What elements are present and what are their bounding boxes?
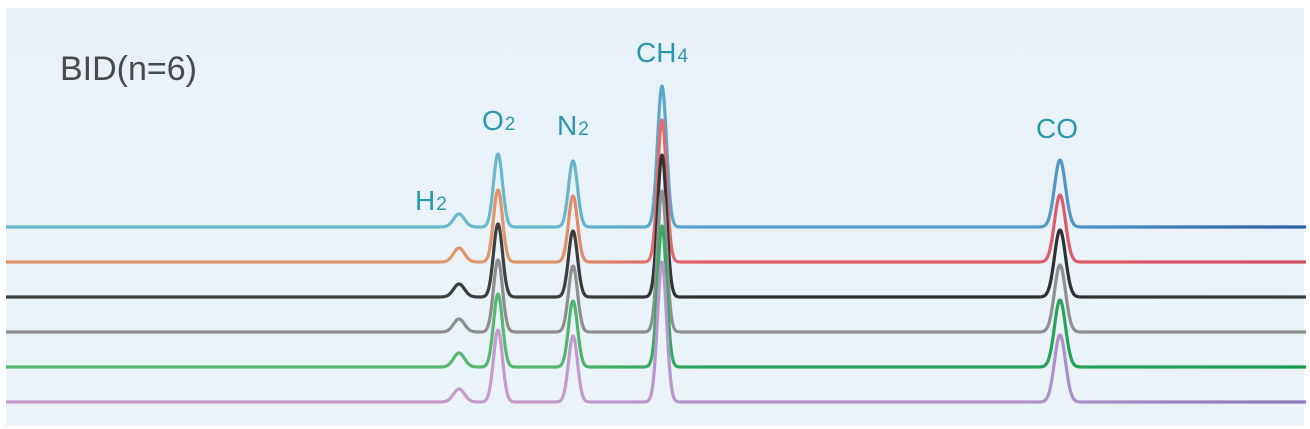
peak-label-n2: N2 (557, 110, 589, 141)
chart-title: BID(n=6) (60, 50, 197, 88)
chromatogram-trace-3 (4, 153, 1308, 299)
peak-label-o2: O2 (482, 105, 515, 136)
series-layer (4, 84, 1308, 404)
chromatogram-trace-1 (4, 84, 1308, 229)
peak-label-h2: H2 (415, 185, 447, 216)
chromatogram-trace-2 (4, 118, 1308, 264)
peak-label-layer: H2 O2 N2 CH4 CO (415, 37, 1078, 216)
chromatogram-trace-5 (4, 224, 1308, 369)
peak-label-co: CO (1036, 113, 1078, 144)
chromatogram-trace-6 (4, 260, 1308, 404)
chromatogram-trace-4 (4, 189, 1308, 334)
peak-label-ch4: CH4 (636, 37, 688, 68)
